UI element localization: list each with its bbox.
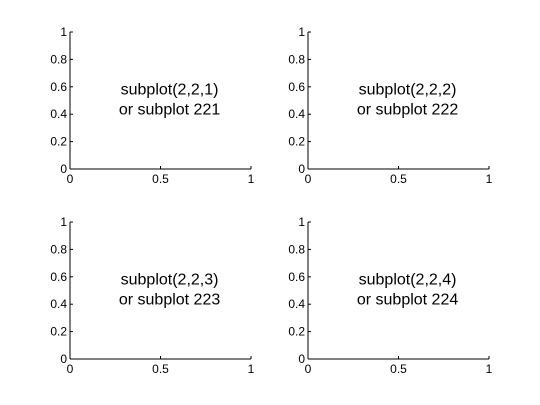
y-tick-label: 0.4 <box>50 107 67 121</box>
y-tick-label: 0 <box>298 162 305 176</box>
fourth-subplot-axes: 0 0.2 0.4 0.6 0.8 1 0 0.5 1 subplot(2,2,4) or subp… <box>288 215 492 376</box>
second-subplot-axes: 0 0.2 0.4 0.6 0.8 1 0 0.5 1 subplot(2,2,2) or subp… <box>288 25 492 186</box>
third-subplot-annotation-line-1: subplot(2,2,3) <box>121 272 219 289</box>
y-tick-label: 0.2 <box>288 135 305 149</box>
x-tick-label: 1 <box>248 362 255 376</box>
fourth-subplot-annotation-line-2: or subplot 224 <box>357 292 459 309</box>
y-tick-label: 0.6 <box>288 270 305 284</box>
y-tick-label: 0.8 <box>288 52 305 66</box>
y-tick-label: 0.6 <box>288 80 305 94</box>
x-tick-label: 0 <box>305 362 312 376</box>
x-tick-label: 0.5 <box>390 172 407 186</box>
x-tick-label: 0 <box>67 172 74 186</box>
third-subplot-annotation-line-2: or subplot 223 <box>119 292 221 309</box>
x-tick-label: 0.5 <box>390 362 407 376</box>
fourth-subplot-annotation-line-1: subplot(2,2,4) <box>359 272 457 289</box>
y-tick-label: 1 <box>60 25 67 39</box>
y-tick-label: 0.8 <box>50 242 67 256</box>
x-tick-label: 0.5 <box>152 172 169 186</box>
second-subplot-annotation-line-1: subplot(2,2,2) <box>359 82 457 99</box>
x-tick-label: 1 <box>486 172 493 186</box>
y-tick-label: 0 <box>298 352 305 366</box>
y-tick-label: 0 <box>60 352 67 366</box>
third-subplot-axes: 0 0.2 0.4 0.6 0.8 1 0 0.5 1 subplot(2,2,3) or subp… <box>50 215 254 376</box>
first-subplot-annotation-line-2: or subplot 221 <box>119 102 221 119</box>
y-tick-label: 0.6 <box>50 270 67 284</box>
y-tick-label: 0.4 <box>288 297 305 311</box>
y-tick-label: 0.2 <box>50 135 67 149</box>
y-tick-label: 0.2 <box>288 325 305 339</box>
first-subplot-annotation-line-1: subplot(2,2,1) <box>121 82 219 99</box>
y-tick-label: 0.2 <box>50 325 67 339</box>
x-tick-label: 0 <box>305 172 312 186</box>
y-tick-label: 0.4 <box>50 297 67 311</box>
first-subplot-axes: 0 0.2 0.4 0.6 0.8 1 0 0.5 1 subplot(2,2,1) or subp… <box>50 25 254 186</box>
y-tick-label: 0.8 <box>50 52 67 66</box>
y-tick-label: 1 <box>298 25 305 39</box>
second-subplot-annotation-line-2: or subplot 222 <box>357 102 459 119</box>
y-tick-label: 1 <box>298 215 305 229</box>
y-tick-label: 0.4 <box>288 107 305 121</box>
x-tick-label: 1 <box>486 362 493 376</box>
y-tick-label: 0.6 <box>50 80 67 94</box>
y-tick-label: 0 <box>60 162 67 176</box>
x-tick-label: 0 <box>67 362 74 376</box>
x-tick-label: 1 <box>248 172 255 186</box>
y-tick-label: 0.8 <box>288 242 305 256</box>
x-tick-label: 0.5 <box>152 362 169 376</box>
y-tick-label: 1 <box>60 215 67 229</box>
